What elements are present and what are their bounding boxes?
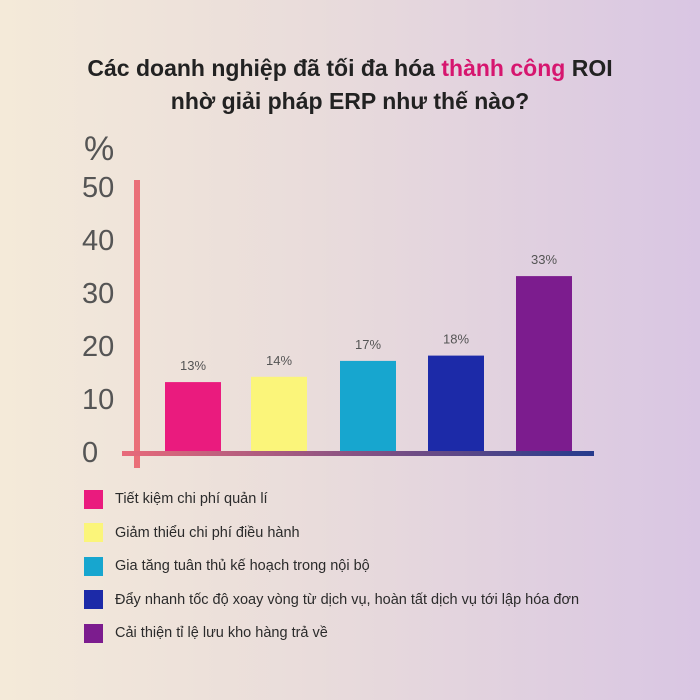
title-line2: nhờ giải pháp ERP như thế nào? <box>170 88 530 114</box>
title-prefix: Các doanh nghiệp đã tối đa hóa <box>87 55 442 81</box>
y-tick-label: 40 <box>82 225 114 257</box>
bar <box>251 376 307 451</box>
legend-item: Cải thiện tỉ lệ lưu kho hàng trả về <box>84 622 579 644</box>
legend-item: Gia tăng tuân thủ kế hoạch trong nội bộ <box>84 555 579 577</box>
bar <box>165 382 221 451</box>
y-tick-label: 10 <box>82 384 114 416</box>
bar-data-label: 14% <box>266 353 292 368</box>
y-tick-label: 50 <box>82 172 114 204</box>
bar-data-label: 33% <box>531 252 557 267</box>
legend-swatch <box>84 623 103 643</box>
chart-legend: Tiết kiệm chi phí quản lí Giảm thiểu chi … <box>84 488 579 656</box>
legend-swatch <box>84 556 103 576</box>
legend-item: Tiết kiệm chi phí quản lí <box>84 488 579 510</box>
bar-data-label: 13% <box>180 358 206 373</box>
title-suffix: ROI <box>565 55 613 81</box>
legend-swatch <box>84 489 103 509</box>
legend-label: Đẩy nhanh tốc độ xoay vòng từ dịch vụ, h… <box>115 591 580 608</box>
y-axis-line <box>134 180 140 468</box>
bar-data-label: 18% <box>443 332 469 347</box>
bar <box>340 360 396 451</box>
legend-item: Giảm thiểu chi phí điều hành <box>84 522 579 544</box>
legend-label: Cải thiện tỉ lệ lưu kho hàng trả về <box>115 625 328 641</box>
bar <box>516 276 572 451</box>
bar-data-label: 17% <box>355 337 381 352</box>
y-tick-label: 0 <box>82 437 98 469</box>
chart-title: Các doanh nghiệp đã tối đa hóa thành côn… <box>0 52 700 118</box>
legend-swatch <box>84 590 103 609</box>
x-axis-line <box>122 451 594 456</box>
legend-label: Gia tăng tuân thủ kế hoạch trong nội bộ <box>115 558 370 574</box>
y-tick-label: 30 <box>82 278 114 310</box>
legend-item: Đẩy nhanh tốc độ xoay vòng từ dịch vụ, h… <box>84 589 579 611</box>
y-axis-label: % <box>84 130 114 168</box>
legend-label: Giảm thiểu chi phí điều hành <box>115 524 300 541</box>
y-tick-label: 20 <box>82 331 114 363</box>
bar <box>428 355 484 451</box>
legend-label: Tiết kiệm chi phí quản lí <box>115 491 268 507</box>
legend-swatch <box>84 523 103 542</box>
title-highlight: thành công <box>441 55 566 81</box>
